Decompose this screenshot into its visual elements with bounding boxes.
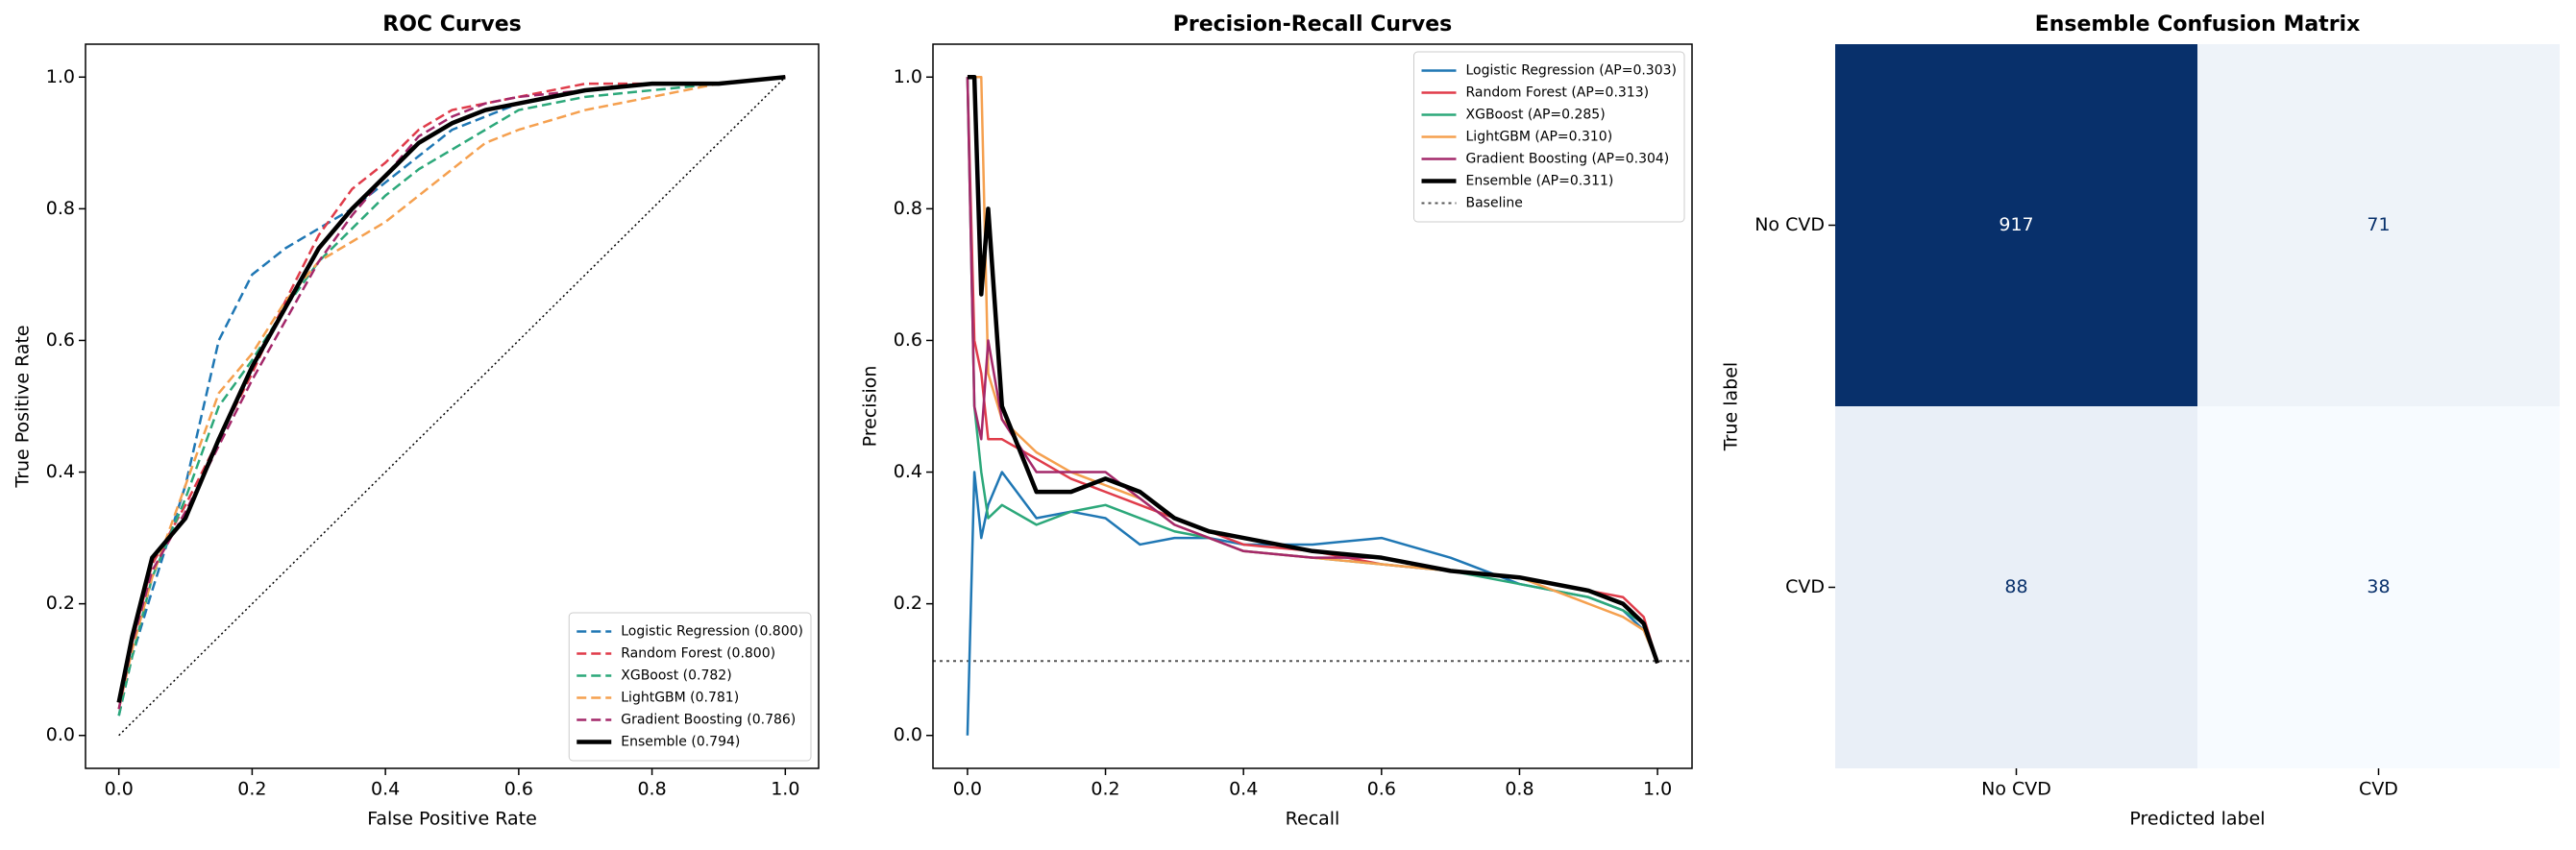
matrix-cell [2197, 406, 2560, 768]
y-tick-label: 1.0 [46, 66, 75, 87]
y-tick-label: 1.0 [894, 66, 922, 87]
series-line [116, 75, 786, 703]
legend-label: Ensemble (AP=0.311) [1466, 174, 1614, 189]
y-tick-label: 0.0 [46, 724, 75, 745]
legend-label: Random Forest (0.800) [621, 646, 775, 662]
y-tick-label: 0.8 [894, 198, 922, 219]
matrix-cell [1835, 44, 2197, 406]
series-line [966, 77, 1659, 664]
y-tick-label: No CVD [1754, 214, 1825, 235]
legend-label: Gradient Boosting (0.786) [621, 713, 796, 728]
y-tick-label: 0.0 [894, 724, 922, 745]
x-tick-label: 0.2 [237, 779, 266, 800]
x-tick-label: 0.6 [504, 779, 533, 800]
x-tick-label: 0.0 [105, 779, 134, 800]
x-tick-label: No CVD [1981, 779, 2051, 800]
y-tick-label: 0.4 [894, 461, 922, 482]
x-tick-label: 0.4 [371, 779, 400, 800]
y-tick-label: 0.4 [46, 461, 75, 482]
x-axis-label: Recall [1286, 809, 1340, 830]
y-tick-label: CVD [1785, 576, 1825, 597]
legend-label: Random Forest (AP=0.313) [1466, 85, 1650, 101]
legend-box [1413, 51, 1685, 223]
x-tick-label: 1.0 [1643, 779, 1672, 800]
x-tick-label: 1.0 [771, 779, 799, 800]
cell-value: 71 [2367, 214, 2390, 235]
legend-label: LightGBM (AP=0.310) [1466, 130, 1613, 145]
y-axis-label: Precision [860, 366, 881, 448]
legend-box [568, 612, 812, 762]
cell-value: 917 [1999, 214, 2033, 235]
x-tick-label: 0.6 [1367, 779, 1396, 800]
series-line [117, 76, 786, 716]
legend-label: Gradient Boosting (AP=0.304) [1466, 152, 1670, 167]
matrix-cell [2197, 44, 2560, 406]
x-tick-label: 0.0 [953, 779, 982, 800]
legend-label: Ensemble (0.794) [621, 735, 740, 750]
legend-label: Baseline [1466, 196, 1523, 211]
cell-value: 38 [2367, 576, 2390, 597]
y-axis-label: True label [1721, 362, 1742, 451]
x-tick-label: 0.2 [1091, 779, 1119, 800]
x-tick-label: 0.8 [1505, 779, 1533, 800]
x-tick-label: 0.8 [637, 779, 666, 800]
axes-frame [85, 43, 820, 769]
matrix-cell [1835, 406, 2197, 768]
legend-label: Logistic Regression (AP=0.303) [1466, 63, 1678, 79]
legend-label: LightGBM (0.781) [621, 691, 739, 706]
chart-title: Precision-Recall Curves [1173, 12, 1453, 36]
cell-value: 88 [2004, 576, 2027, 597]
series-line [967, 75, 1660, 665]
axes-frame [932, 43, 1693, 769]
y-tick-label: 0.6 [46, 329, 75, 351]
y-tick-label: 0.2 [894, 593, 922, 614]
y-tick-label: 0.6 [894, 329, 922, 351]
y-tick-label: 0.2 [46, 593, 75, 614]
legend-label: Logistic Regression (0.800) [621, 624, 803, 640]
legend-label: XGBoost (0.782) [621, 668, 731, 684]
legend: Logistic Regression (0.800) Random Forest… [568, 612, 812, 762]
chart-title: ROC Curves [382, 12, 521, 36]
legend-label: XGBoost (AP=0.285) [1466, 108, 1606, 123]
x-axis-label: Predicted label [2129, 809, 2265, 830]
x-tick-label: CVD [2359, 779, 2398, 800]
x-axis-label: False Positive Rate [367, 809, 537, 830]
legend: Logistic Regression (AP=0.303) Random For… [1413, 51, 1685, 223]
y-axis-label: True Positive Rate [12, 325, 34, 488]
series-line [117, 76, 786, 703]
series-line [117, 76, 786, 710]
chart-title: Ensemble Confusion Matrix [2035, 12, 2361, 36]
y-tick-label: 0.8 [46, 198, 75, 219]
x-tick-label: 0.4 [1229, 779, 1258, 800]
